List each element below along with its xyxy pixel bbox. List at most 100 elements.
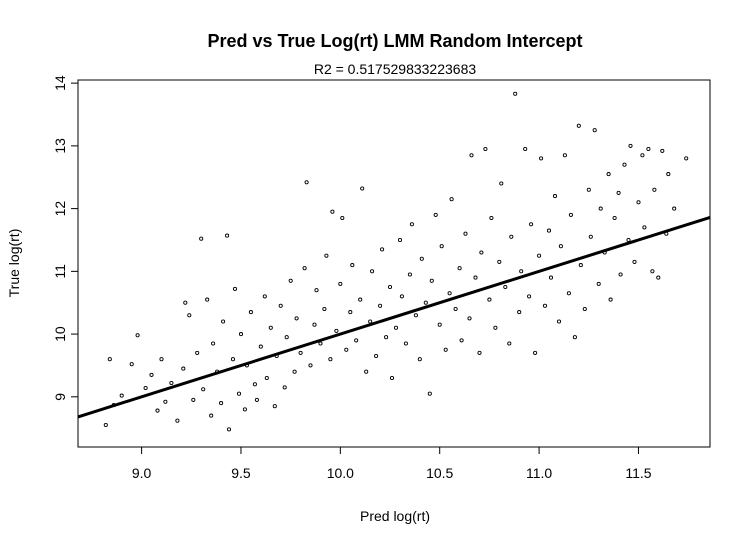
- chart-title: Pred vs True Log(rt) LMM Random Intercep…: [207, 31, 582, 51]
- data-point: [616, 190, 621, 195]
- data-point: [493, 325, 498, 330]
- data-point: [479, 250, 484, 255]
- data-point: [419, 256, 424, 261]
- data-point: [328, 357, 333, 362]
- data-point: [308, 363, 313, 368]
- data-point: [181, 366, 186, 371]
- data-point: [211, 341, 216, 346]
- data-point: [457, 266, 462, 271]
- data-point: [439, 244, 444, 249]
- data-point: [389, 375, 395, 381]
- data-point: [370, 269, 375, 274]
- data-point: [417, 357, 422, 362]
- data-point: [423, 300, 428, 305]
- regression-line: [77, 215, 711, 419]
- data-point: [149, 372, 154, 377]
- data-point: [358, 297, 363, 302]
- data-point: [119, 393, 124, 398]
- data-point: [548, 275, 554, 280]
- data-point: [586, 187, 591, 192]
- plot-frame: [77, 79, 711, 448]
- data-point: [252, 382, 257, 387]
- data-point: [443, 347, 448, 352]
- data-point: [449, 197, 454, 202]
- data-point: [344, 347, 349, 352]
- data-point: [330, 209, 335, 214]
- data-point: [378, 303, 383, 308]
- data-point: [529, 222, 534, 227]
- data-point: [135, 333, 140, 338]
- x-tick-label: 10.0: [327, 465, 354, 481]
- data-point: [205, 297, 210, 302]
- data-point: [582, 306, 587, 312]
- data-point: [348, 310, 353, 315]
- data-point: [499, 181, 504, 186]
- data-point: [463, 231, 468, 236]
- data-point: [429, 278, 434, 283]
- data-point: [433, 212, 438, 217]
- data-point: [219, 401, 224, 406]
- data-point: [632, 259, 637, 264]
- data-point: [572, 335, 577, 340]
- data-point: [660, 148, 665, 153]
- data-point: [232, 286, 238, 291]
- data-point: [272, 404, 277, 409]
- data-point: [399, 294, 404, 299]
- data-point: [568, 212, 573, 217]
- data-point: [312, 322, 317, 327]
- data-point: [477, 350, 482, 355]
- data-point: [407, 272, 412, 277]
- data-point: [523, 146, 528, 152]
- x-tick-label: 11.0: [526, 465, 552, 481]
- data-point: [413, 313, 418, 318]
- data-point: [201, 387, 206, 392]
- data-point: [628, 143, 633, 148]
- y-tick-label: 10: [52, 326, 68, 342]
- data-point: [487, 297, 492, 302]
- data-point: [226, 427, 232, 432]
- data-point: [380, 247, 385, 252]
- y-axis-label: True log(rt): [6, 229, 22, 298]
- data-point: [282, 385, 287, 390]
- data-point: [666, 172, 671, 177]
- data-point: [175, 418, 180, 423]
- data-point: [622, 162, 627, 167]
- data-point: [489, 215, 494, 221]
- data-point: [517, 310, 522, 315]
- data-point: [242, 407, 247, 412]
- data-points: [103, 91, 689, 432]
- data-point: [143, 385, 148, 391]
- data-point: [473, 275, 478, 280]
- data-point: [562, 153, 567, 158]
- data-point: [533, 350, 538, 355]
- data-point: [384, 335, 389, 340]
- data-point: [684, 156, 689, 161]
- data-point: [588, 234, 593, 239]
- data-point: [387, 284, 393, 290]
- data-point: [469, 153, 474, 158]
- data-point: [288, 278, 293, 283]
- data-point: [519, 269, 524, 274]
- data-point: [236, 391, 242, 396]
- x-tick-label: 10.5: [426, 465, 453, 481]
- data-point: [612, 215, 617, 221]
- data-point: [650, 269, 655, 274]
- data-point: [618, 272, 623, 277]
- data-point: [183, 300, 188, 305]
- data-point: [195, 350, 200, 355]
- y-tick-label: 14: [52, 75, 68, 91]
- data-point: [129, 362, 134, 367]
- data-point: [437, 322, 442, 327]
- data-point: [262, 294, 267, 299]
- data-point: [187, 313, 192, 318]
- data-point: [314, 288, 319, 293]
- data-point: [576, 123, 581, 128]
- x-tick-label: 9.5: [231, 465, 251, 481]
- data-point: [608, 297, 613, 302]
- data-point: [539, 156, 544, 161]
- data-point: [537, 253, 542, 258]
- data-point: [427, 391, 432, 396]
- data-point: [225, 233, 230, 238]
- data-point: [191, 397, 196, 402]
